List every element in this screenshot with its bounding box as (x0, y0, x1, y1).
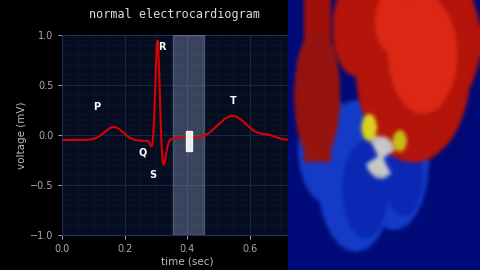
Text: T: T (230, 96, 237, 106)
Text: Q: Q (139, 148, 147, 158)
Y-axis label: voltage (mV): voltage (mV) (17, 101, 27, 169)
Bar (186, 131, 192, 151)
Text: R: R (158, 42, 166, 52)
X-axis label: time (sec): time (sec) (161, 257, 214, 267)
Text: P: P (93, 102, 100, 112)
Text: S: S (149, 170, 156, 180)
Bar (173, 35, 204, 235)
Text: normal electrocardiogram: normal electrocardiogram (89, 8, 260, 21)
